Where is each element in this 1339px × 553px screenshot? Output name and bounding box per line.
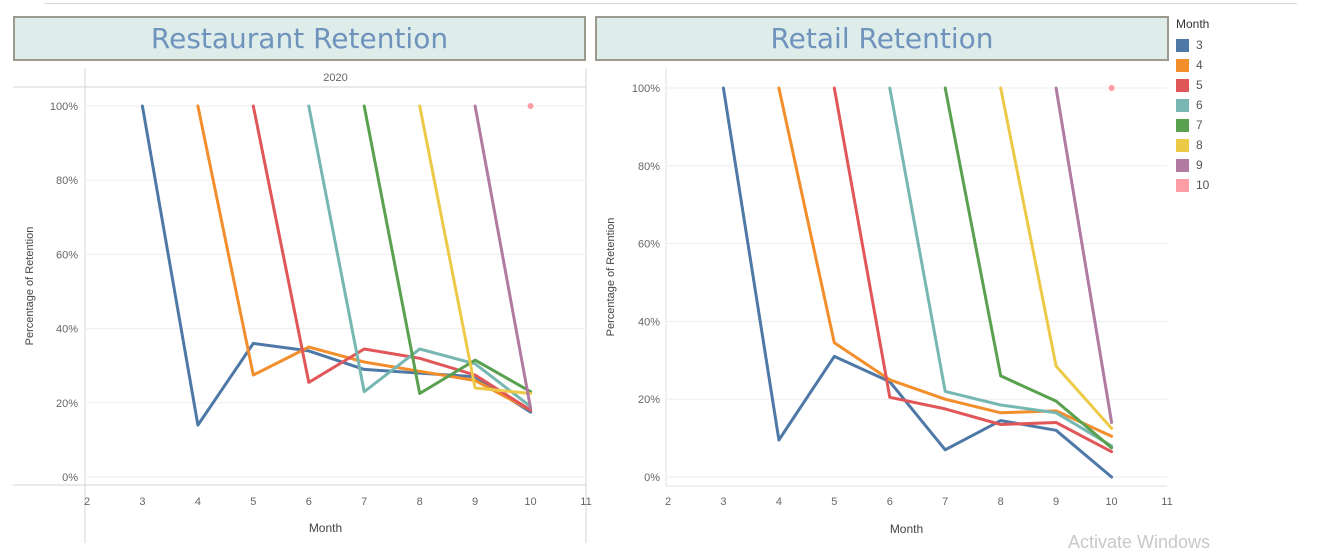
legend-swatch: [1176, 138, 1189, 152]
restaurant-x-tick-label: 6: [306, 496, 312, 508]
legend-label: 5: [1196, 78, 1203, 92]
retail-x-tick-label: 10: [1105, 496, 1117, 508]
restaurant-y-tick-label: 20%: [56, 398, 78, 410]
legend-item-5[interactable]: 5: [1176, 75, 1209, 95]
legend-item-10[interactable]: 10: [1176, 175, 1209, 195]
restaurant-chart: 2020 0% 20% 40% 60% 80% 100% 2 3 4 5 6 7 8 9 10 11 Month P…: [13, 68, 592, 543]
retail-y-tick-label: 100%: [632, 83, 660, 95]
restaurant-x-tick-label: 11: [580, 496, 591, 508]
restaurant-x-tick-label: 8: [417, 496, 423, 508]
legend-swatch: [1176, 58, 1189, 72]
legend-item-4[interactable]: 4: [1176, 55, 1209, 75]
retail-chart-title: Retail Retention: [595, 16, 1169, 61]
top-divider: [44, 3, 1297, 4]
legend-swatch: [1176, 158, 1189, 172]
legend-label: 9: [1196, 158, 1203, 172]
restaurant-series-10-point: [527, 103, 534, 109]
legend-title: Month: [1176, 17, 1210, 31]
restaurant-series-3-line: [140, 104, 533, 427]
restaurant-series-7-line: [362, 104, 533, 395]
legend-item-8[interactable]: 8: [1176, 135, 1209, 155]
restaurant-x-tick-label: 5: [250, 496, 256, 508]
legend-swatch: [1176, 178, 1189, 192]
restaurant-x-tick-label: 9: [472, 496, 478, 508]
restaurant-series-8-line: [418, 104, 533, 395]
restaurant-chart-title: Restaurant Retention: [13, 16, 586, 61]
retail-x-tick-label: 11: [1161, 496, 1172, 508]
month-legend: Month 3 4 5 6 7 8 9 10: [1176, 17, 1209, 195]
retail-x-tick-label: 7: [942, 496, 948, 508]
retail-series-6-line: [888, 86, 1114, 448]
retail-y-tick-label: 80%: [638, 161, 660, 173]
retail-x-tick-label: 9: [1053, 496, 1059, 508]
legend-item-9[interactable]: 9: [1176, 155, 1209, 175]
retail-series-10-point: [1108, 85, 1115, 91]
legend-label: 4: [1196, 58, 1203, 72]
legend-swatch: [1176, 98, 1189, 112]
restaurant-x-axis-title: Month: [309, 521, 342, 535]
retail-series-3-line: [721, 86, 1114, 479]
activate-windows-watermark: Activate Windows: [1068, 532, 1211, 552]
restaurant-column-header: 2020: [323, 72, 347, 84]
legend-label: 7: [1196, 118, 1203, 132]
retail-x-tick-label: 6: [887, 496, 893, 508]
retail-y-tick-label: 20%: [638, 394, 660, 406]
retail-x-tick-label: 5: [831, 496, 837, 508]
restaurant-x-tick-label: 10: [524, 496, 536, 508]
restaurant-x-tick-label: 3: [139, 496, 145, 508]
restaurant-y-tick-label: 40%: [56, 324, 78, 336]
legend-item-3[interactable]: 3: [1176, 35, 1209, 55]
restaurant-y-axis-title: Percentage of Retention: [24, 227, 36, 346]
retail-series-4-line: [777, 86, 1114, 438]
retail-x-tick-label: 3: [720, 496, 726, 508]
legend-items: 3 4 5 6 7 8 9 10: [1176, 35, 1209, 195]
restaurant-y-tick-label: 0%: [62, 472, 78, 484]
retail-series-9-line: [1054, 86, 1114, 424]
restaurant-series-6-line: [307, 104, 533, 408]
retail-y-tick-label: 40%: [638, 316, 660, 328]
legend-label: 10: [1196, 178, 1210, 192]
retail-series-7-line: [943, 86, 1114, 450]
retail-x-tick-label: 2: [665, 496, 671, 508]
restaurant-series-9-line: [473, 104, 533, 410]
retail-x-axis-title: Month: [890, 522, 923, 536]
retail-y-tick-label: 0%: [644, 472, 660, 484]
legend-label: 6: [1196, 98, 1203, 112]
legend-swatch: [1176, 78, 1189, 92]
restaurant-y-tick-label: 60%: [56, 249, 78, 261]
retail-y-tick-label: 60%: [638, 239, 660, 251]
legend-label: 3: [1196, 38, 1203, 52]
retail-series-5-line: [832, 86, 1114, 454]
restaurant-series-5-line: [251, 104, 533, 412]
retail-y-axis-title: Percentage of Retention: [605, 218, 617, 337]
restaurant-x-tick-label: 4: [195, 496, 201, 508]
retail-x-tick-label: 8: [998, 496, 1004, 508]
restaurant-x-tick-label: 2: [84, 496, 90, 508]
legend-label: 8: [1196, 138, 1203, 152]
restaurant-y-tick-label: 100%: [50, 101, 78, 113]
restaurant-y-tick-label: 80%: [56, 175, 78, 187]
retail-series-8-line: [999, 86, 1114, 430]
retail-chart: 0% 20% 40% 60% 80% 100% 2 3 4 5 6 7 8 9 10 11 Month Perce…: [605, 68, 1173, 536]
restaurant-x-tick-label: 7: [361, 496, 367, 508]
legend-swatch: [1176, 38, 1189, 52]
legend-item-6[interactable]: 6: [1176, 95, 1209, 115]
legend-item-7[interactable]: 7: [1176, 115, 1209, 135]
legend-swatch: [1176, 118, 1189, 132]
retail-x-tick-label: 4: [776, 496, 782, 508]
